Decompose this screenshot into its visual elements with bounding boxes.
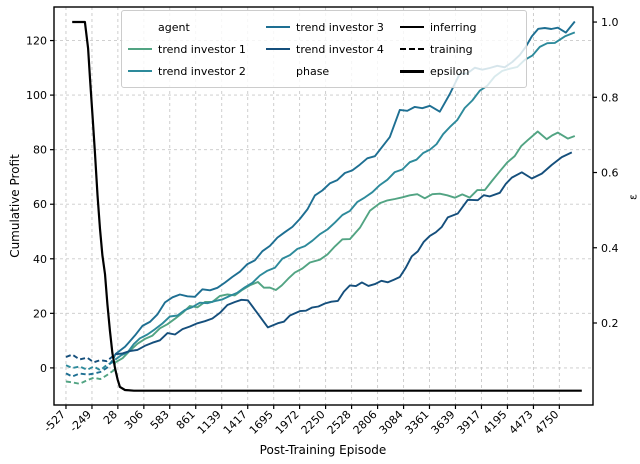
y-tick-label-right: 0.4 [601, 242, 619, 255]
series-trend-investor-4-inferring [115, 151, 573, 356]
legend-line-sample-inferring [400, 26, 424, 28]
series-trend-investor-2-training [65, 359, 116, 372]
x-tick-label: 1417 [221, 408, 250, 437]
legend: agent trend investor 1 trend investor 2 tre… [121, 10, 527, 88]
legend-header-phase: phase [266, 60, 400, 82]
y-tick-label-right: 0.2 [601, 317, 619, 330]
plot-spines [53, 6, 594, 406]
y-axis-label-right: ε [626, 194, 640, 200]
x-tick-label: -249 [67, 408, 94, 435]
x-tick-label: 3361 [403, 408, 432, 437]
x-tick-label: 4473 [507, 408, 536, 437]
x-tick-label: 1695 [247, 408, 276, 437]
legend-line-sample-trend-investor-2 [128, 70, 152, 72]
legend-item-trend-investor-2: trend investor 2 [128, 60, 266, 82]
x-tick-label: 1139 [195, 408, 224, 437]
legend-label: trend investor 1 [158, 42, 246, 56]
legend-column-3: inferring training epsilon [400, 16, 522, 82]
y-tick-label-left: 80 [33, 144, 47, 157]
legend-label: trend investor 2 [158, 64, 246, 78]
series-trend-investor-3-training [65, 353, 117, 378]
y-tick-label-left: 120 [26, 35, 47, 48]
legend-label: trend investor 4 [296, 42, 384, 56]
series-trend-investor-1-inferring [114, 130, 576, 364]
legend-line-sample-trend-investor-4 [266, 48, 290, 50]
y-tick-label-left: 20 [33, 307, 47, 320]
legend-item-trend-investor-1: trend investor 1 [128, 38, 266, 60]
y-tick-label-right: 0.8 [601, 91, 619, 104]
series-trend-investor-1-training [65, 362, 117, 385]
legend-item-inferring: inferring [400, 16, 522, 38]
x-tick-label: 28 [101, 408, 120, 427]
x-axis-label: Post-Training Episode [259, 443, 387, 457]
legend-line-sample-trend-investor-1 [128, 48, 152, 50]
x-tick-label: 2806 [351, 408, 380, 437]
x-tick-label: 306 [122, 408, 146, 432]
x-tick-label: 2250 [299, 408, 328, 437]
legend-label: inferring [430, 20, 477, 34]
x-tick-label: 583 [148, 408, 172, 432]
legend-label: epsilon [430, 64, 470, 78]
x-tick-label: -527 [41, 408, 68, 435]
legend-line-sample-training [400, 48, 424, 50]
legend-label: phase [296, 64, 330, 78]
legend-label: training [430, 42, 473, 56]
x-tick-label: 1972 [273, 408, 302, 437]
x-tick-label: 2528 [325, 408, 354, 437]
x-tick-label: 3917 [455, 408, 484, 437]
legend-item-trend-investor-3: trend investor 3 [266, 16, 400, 38]
legend-item-epsilon: epsilon [400, 60, 522, 82]
legend-label: agent [158, 20, 190, 34]
x-tick-label: 3639 [429, 408, 458, 437]
y-tick-label-left: 100 [26, 89, 47, 102]
x-tick-label: 4195 [481, 408, 510, 437]
y-axis-label-left: Cumulative Profit [8, 154, 22, 258]
y-tick-label-left: 0 [40, 362, 47, 375]
y-tick-label-right: 0.6 [601, 167, 619, 180]
series-epsilon-epsilon [72, 20, 582, 392]
legend-column-1: agent trend investor 1 trend investor 2 [128, 16, 266, 82]
y-tick-label-left: 40 [33, 253, 47, 266]
legend-line-sample-trend-investor-3 [266, 26, 290, 28]
series-trend-investor-4-training [65, 353, 116, 364]
legend-label: trend investor 3 [296, 20, 384, 34]
legend-item-trend-investor-4: trend investor 4 [266, 38, 400, 60]
legend-line-sample-epsilon [400, 69, 424, 73]
x-tick-label: 4750 [532, 408, 561, 437]
legend-header-agent: agent [128, 16, 266, 38]
y-tick-label-right: 1.0 [601, 16, 619, 29]
x-tick-label: 3084 [377, 408, 406, 437]
legend-column-2: trend investor 3 trend investor 4 phase [266, 16, 400, 82]
legend-item-training: training [400, 38, 522, 60]
y-tick-label-left: 60 [33, 198, 47, 211]
